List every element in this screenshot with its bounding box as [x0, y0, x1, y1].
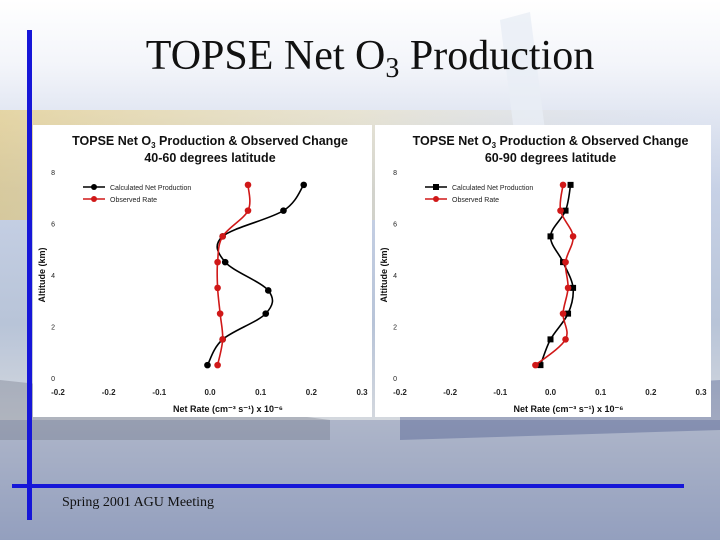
data-point-observed — [532, 361, 539, 369]
chart-subtitle: 40-60 degrees latitude — [144, 151, 275, 165]
y-tick-label: 8 — [393, 170, 397, 177]
x-tick-label: 0.1 — [255, 388, 267, 397]
legend-marker — [433, 196, 439, 202]
chart-title-subscript: 3 — [151, 141, 156, 150]
data-point-observed — [219, 233, 226, 240]
legend-label: Calculated Net Production — [452, 185, 533, 192]
data-point-calculated — [547, 233, 554, 240]
chart-40-60-latitude: TOPSE Net O3 Production & Observed Chang… — [33, 125, 372, 417]
x-tick-label: 0.1 — [595, 388, 607, 397]
legend-label: Calculated Net Production — [110, 185, 191, 192]
data-point-observed — [214, 284, 221, 292]
chart-title-part: Production & Observed Change — [156, 134, 348, 148]
chart-subtitle: 60-90 degrees latitude — [485, 151, 616, 165]
x-axis-label: Net Rate (cm⁻³ s⁻¹) x 10⁻⁶ — [173, 404, 283, 414]
data-point-observed — [562, 336, 569, 343]
y-tick-label: 4 — [393, 273, 397, 280]
x-tick-label: 0.0 — [204, 388, 216, 397]
legend-marker — [433, 184, 439, 190]
data-point-calculated — [537, 362, 544, 369]
x-tick-label: -0.1 — [493, 388, 507, 397]
data-point-observed — [559, 310, 567, 317]
y-tick-label: 4 — [51, 273, 55, 280]
data-point-observed — [559, 181, 567, 189]
data-point-observed — [562, 258, 569, 266]
chart-title-part: TOPSE Net O — [72, 134, 151, 148]
x-tick-label: -0.2 — [393, 388, 407, 397]
data-point-observed — [244, 181, 252, 189]
slide-title: TOPSE Net O3 Production — [145, 33, 595, 84]
data-point-calculated — [264, 287, 272, 294]
data-point-calculated — [204, 361, 211, 369]
legend-marker — [91, 184, 97, 190]
data-point-calculated — [547, 336, 554, 343]
x-tick-label: -0.1 — [152, 388, 166, 397]
chart-title-part: TOPSE Net O — [413, 134, 492, 148]
chart-title: TOPSE Net O3 Production & Observed Chang… — [413, 134, 689, 150]
x-tick-label: 0.2 — [645, 388, 657, 397]
data-point-calculated — [262, 310, 270, 317]
x-tick-label: -0.2 — [443, 388, 457, 397]
legend-marker — [91, 196, 97, 202]
series-line-calculated — [206, 184, 305, 366]
x-tick-label: -0.2 — [102, 388, 116, 397]
data-point-calculated — [565, 310, 572, 317]
y-tick-label: 2 — [51, 325, 55, 332]
data-point-observed — [557, 207, 564, 214]
accent-horizontal-line — [12, 484, 684, 488]
data-point-calculated — [221, 258, 229, 266]
y-axis-label: Altitude (km) — [37, 247, 47, 302]
x-tick-label: -0.2 — [51, 388, 65, 397]
chart-title-part: Production & Observed Change — [496, 134, 688, 148]
data-point-observed — [216, 310, 224, 317]
legend-label: Observed Rate — [452, 197, 499, 204]
data-point-calculated — [300, 181, 308, 189]
slide-footer: Spring 2001 AGU Meeting — [62, 495, 215, 510]
legend-label: Observed Rate — [110, 197, 157, 204]
data-point-observed — [564, 284, 572, 292]
x-tick-label: 0.3 — [695, 388, 707, 397]
data-point-calculated — [280, 207, 287, 214]
chart-svg: TOPSE Net O3 Production & Observed Chang… — [379, 134, 707, 414]
data-point-observed — [214, 258, 221, 266]
x-axis-label: Net Rate (cm⁻³ s⁻¹) x 10⁻⁶ — [514, 404, 624, 414]
chart-60-90-latitude: TOPSE Net O3 Production & Observed Chang… — [375, 125, 711, 417]
y-tick-label: 8 — [51, 170, 55, 177]
data-point-observed — [214, 361, 221, 369]
y-tick-label: 2 — [393, 325, 397, 332]
y-axis-label: Altitude (km) — [379, 247, 389, 302]
data-point-calculated — [570, 284, 577, 291]
data-point-calculated — [562, 207, 569, 214]
y-tick-label: 6 — [51, 222, 55, 229]
accent-vertical-line — [27, 30, 32, 520]
x-tick-label: 0.3 — [356, 388, 368, 397]
x-tick-label: 0.2 — [306, 388, 318, 397]
data-point-observed — [244, 207, 252, 214]
chart-svg: TOPSE Net O3 Production & Observed Chang… — [37, 134, 368, 414]
x-tick-label: 0.0 — [545, 388, 557, 397]
y-tick-label: 6 — [393, 222, 397, 229]
chart-title-subscript: 3 — [492, 141, 497, 150]
data-point-observed — [219, 336, 226, 343]
y-tick-label: 0 — [51, 376, 55, 383]
data-point-observed — [569, 233, 577, 240]
chart-title: TOPSE Net O3 Production & Observed Chang… — [72, 134, 348, 150]
data-point-calculated — [567, 181, 574, 188]
y-tick-label: 0 — [393, 376, 397, 383]
